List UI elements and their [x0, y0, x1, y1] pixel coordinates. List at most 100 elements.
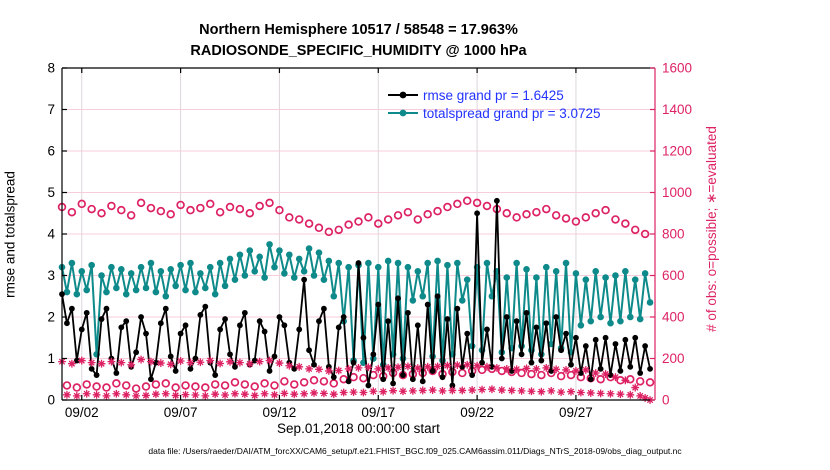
- rmse-marker: [237, 322, 243, 329]
- evaluated-obs-marker: [616, 390, 625, 399]
- evaluated-obs-marker: [63, 390, 71, 399]
- evaluated-obs-marker: [389, 386, 397, 395]
- rmse-line: [61, 200, 651, 386]
- rmse-marker: [256, 318, 263, 325]
- totalspread-line-marker-icon: [388, 109, 418, 117]
- possible-obs-marker: [156, 206, 166, 216]
- evaluated-obs-marker: [344, 364, 353, 373]
- possible-obs-marker: [542, 204, 551, 214]
- x-tick-label: 09/12: [263, 405, 297, 420]
- evaluated-obs-marker: [270, 390, 279, 399]
- possible-obs-marker: [67, 207, 77, 217]
- totalspread-marker: [290, 274, 298, 281]
- possible-obs-marker: [433, 206, 442, 216]
- y-axis-label-right: # of obs: o=possible; ∗=evaluated: [704, 126, 719, 332]
- possible-obs-marker: [151, 380, 161, 389]
- possible-obs-marker: [220, 381, 230, 390]
- possible-obs-marker: [334, 225, 343, 235]
- totalspread-marker: [295, 255, 303, 263]
- rmse-marker: [375, 301, 382, 308]
- evaluated-obs-marker: [399, 387, 407, 396]
- totalspread-marker: [147, 259, 155, 267]
- evaluated-obs-marker: [161, 389, 170, 398]
- rmse-marker: [627, 363, 634, 370]
- evaluated-obs-marker: [196, 358, 205, 367]
- evaluated-obs-marker: [483, 362, 491, 371]
- evaluated-obs-marker: [320, 389, 328, 398]
- evaluated-obs-marker: [611, 373, 620, 382]
- totalspread-marker: [63, 288, 71, 296]
- evaluated-obs-marker: [438, 386, 447, 395]
- evaluated-obs-marker: [186, 358, 195, 367]
- possible-obs-marker: [502, 209, 512, 218]
- y-left-tick-label: 5: [47, 185, 55, 200]
- totalspread-marker: [226, 255, 234, 263]
- rmse-marker: [316, 318, 322, 325]
- rmse-marker: [632, 334, 639, 341]
- rmse-marker: [266, 368, 273, 374]
- totalspread-marker: [187, 259, 194, 267]
- totalspread-marker: [587, 317, 595, 325]
- rmse-marker: [335, 324, 342, 331]
- evaluated-obs-marker: [67, 359, 76, 368]
- evaluated-obs-marker: [201, 391, 210, 400]
- totalspread-marker: [236, 251, 244, 259]
- rmse-marker: [538, 357, 545, 364]
- evaluated-obs-marker: [82, 389, 91, 398]
- possible-obs-marker: [141, 382, 151, 391]
- possible-obs-marker: [112, 379, 121, 388]
- totalspread-marker: [458, 297, 466, 304]
- rmse-marker: [469, 372, 476, 378]
- totalspread-marker: [113, 284, 120, 292]
- evaluated-obs-marker: [552, 365, 561, 374]
- totalspread-marker: [562, 259, 570, 267]
- totalspread-marker: [182, 286, 189, 294]
- possible-obs-marker: [581, 213, 591, 222]
- evaluated-obs-marker: [147, 357, 155, 366]
- y-left-tick-label: 1: [47, 351, 55, 366]
- rmse-marker: [306, 347, 312, 354]
- possible-obs-marker: [324, 227, 334, 237]
- y-left-tick-label: 6: [47, 144, 55, 159]
- totalspread-marker: [251, 268, 259, 275]
- totalspread-marker: [365, 259, 372, 267]
- possible-obs-marker: [280, 377, 289, 386]
- data-file-path: data file: /Users/raeder/DAI/ATM_forcXX/…: [148, 446, 682, 456]
- totalspread-marker: [206, 263, 214, 271]
- totalspread-marker: [602, 274, 609, 281]
- possible-obs-marker: [344, 220, 353, 229]
- evaluated-obs-marker: [468, 386, 477, 394]
- rmse-marker: [271, 353, 278, 360]
- rmse-marker: [479, 359, 485, 366]
- totalspread-marker: [394, 259, 402, 267]
- rmse-marker: [261, 328, 268, 335]
- rmse-marker: [123, 318, 130, 325]
- totalspread-marker: [335, 259, 343, 267]
- rmse-marker: [212, 372, 219, 378]
- rmse-marker: [622, 336, 629, 343]
- totalspread-marker: [276, 247, 283, 254]
- evaluated-obs-marker: [72, 391, 81, 400]
- evaluated-obs-marker: [512, 365, 521, 374]
- x-axis-label: Sep.01,2018 00:00:00 start: [277, 421, 440, 436]
- rmse-marker: [355, 260, 362, 266]
- rmse-marker: [419, 378, 426, 385]
- totalspread-marker: [414, 268, 422, 275]
- rmse-marker: [64, 320, 70, 327]
- evaluated-obs-marker: [517, 386, 526, 395]
- evaluated-obs-marker: [542, 363, 551, 372]
- rmse-marker: [103, 305, 110, 312]
- evaluated-obs-marker: [156, 359, 165, 367]
- possible-obs-marker: [621, 219, 630, 228]
- possible-obs-marker: [512, 213, 521, 222]
- rmse-marker: [162, 305, 169, 312]
- totalspread-marker: [246, 247, 254, 254]
- possible-obs-marker: [566, 370, 576, 380]
- rmse-marker: [325, 363, 332, 370]
- rmse-marker: [395, 295, 401, 302]
- possible-obs-marker: [250, 382, 259, 391]
- possible-obs-marker: [556, 371, 566, 381]
- legend-label-rmse: rmse grand pr = 1.6425: [423, 87, 564, 103]
- totalspread-marker: [345, 263, 352, 271]
